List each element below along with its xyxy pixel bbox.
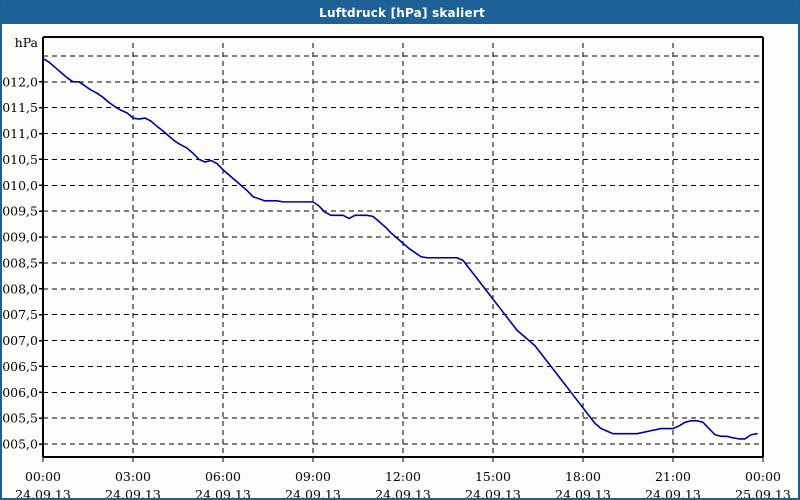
window-title: Luftdruck [hPa] skaliert <box>319 6 485 20</box>
x-axis-time-label: 09:00 <box>295 469 331 484</box>
x-axis-time-label: 03:00 <box>115 469 151 484</box>
x-axis-date-label: 24.09.13 <box>105 487 161 498</box>
y-axis-tick-label: 1009,5 <box>2 204 38 219</box>
y-axis-tick-labels: 1012,0 1011,5 1011,0 1010,5 1010,0 1009,5 1009… <box>2 74 43 452</box>
x-axis-date-label: 24.09.13 <box>375 487 431 498</box>
x-axis-time-label: 06:00 <box>205 469 241 484</box>
chart-canvas: 1012,0 1011,5 1011,0 1010,5 1010,0 1009,5 1009… <box>2 24 798 498</box>
x-axis-date-label: 24.09.13 <box>465 487 521 498</box>
x-axis-time-label: 00:00 <box>25 469 61 484</box>
x-axis-date-label: 24.09.13 <box>285 487 341 498</box>
window-titlebar: Luftdruck [hPa] skaliert <box>2 2 798 24</box>
data-series-line <box>42 57 758 440</box>
x-axis-time-label: 15:00 <box>475 469 511 484</box>
y-axis-tick-label: 1008,0 <box>2 281 38 296</box>
y-axis-tick-label: 1010,5 <box>2 152 38 167</box>
y-axis-tick-label: 1009,0 <box>2 230 38 245</box>
x-axis-time-label: 12:00 <box>385 469 421 484</box>
plot-frame <box>42 36 764 458</box>
y-axis-tick-label: 1006,5 <box>2 359 38 374</box>
x-axis-time-label: 18:00 <box>565 469 601 484</box>
x-axis-date-label: 24.09.13 <box>645 487 701 498</box>
y-axis-tick-label: 1011,0 <box>2 126 38 141</box>
data-series-group <box>42 57 758 440</box>
x-axis-time-label: 00:00 <box>745 469 781 484</box>
x-axis-date-label: 24.09.13 <box>555 487 611 498</box>
x-axis-date-label: 25.09.13 <box>735 487 791 498</box>
y-axis-tick-label: 1012,0 <box>2 74 38 89</box>
y-axis-tick-label: 1010,0 <box>2 178 38 193</box>
y-axis-tick-label: 1008,5 <box>2 255 38 270</box>
x-axis-date-label: 24.09.13 <box>15 487 71 498</box>
pressure-line-chart: 1012,0 1011,5 1011,0 1010,5 1010,0 1009,5 1009… <box>2 24 798 498</box>
y-axis-unit-label: hPa <box>15 35 39 50</box>
x-axis-date-label: 24.09.13 <box>195 487 251 498</box>
x-axis-time-label: 21:00 <box>655 469 691 484</box>
y-axis-tick-label: 1006,0 <box>2 385 38 400</box>
gridline-group <box>43 43 763 457</box>
y-axis-tick-label: 1007,5 <box>2 307 38 322</box>
y-axis-tick-label: 1005,0 <box>2 437 38 452</box>
y-axis-tick-label: 1011,5 <box>2 100 38 115</box>
chart-background <box>2 24 798 498</box>
y-axis-tick-label: 1005,5 <box>2 411 38 426</box>
y-axis-tick-label: 1007,0 <box>2 333 38 348</box>
x-axis-tick-labels: 00:00 24.09.13 03:00 24.09.13 06:00 24.09.13 0… <box>15 457 791 498</box>
